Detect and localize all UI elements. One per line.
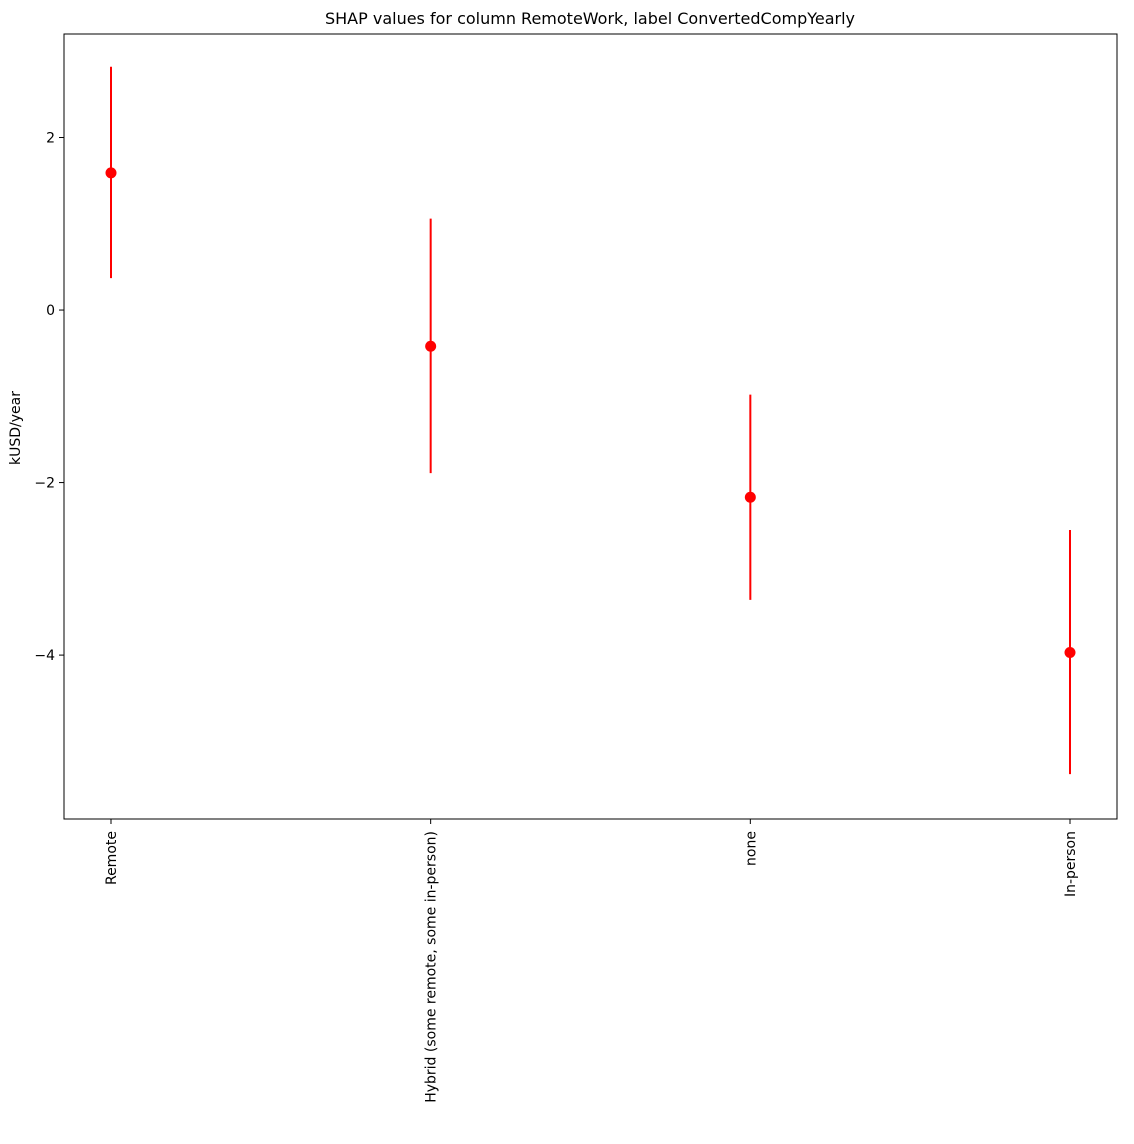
x-tick-label: Hybrid (some remote, some in-person) [424, 831, 440, 1103]
data-point [105, 167, 117, 179]
y-tick-label: −2 [34, 476, 55, 492]
y-axis-ticks: 2 0 −2 −4 [34, 131, 64, 664]
chart-title: SHAP values for column RemoteWork, label… [325, 9, 855, 28]
plot-frame [63, 33, 1118, 820]
y-axis-label: kUSD/year [8, 391, 24, 465]
data-point [744, 491, 756, 503]
data-point [1064, 647, 1076, 659]
x-tick-label: In-person [1063, 831, 1079, 897]
x-axis-ticks: Remote Hybrid (some remote, some in-perso… [104, 819, 1079, 1103]
data-marks [105, 66, 1076, 775]
data-point [425, 340, 437, 352]
y-tick-label: 2 [46, 131, 55, 147]
y-tick-label: 0 [46, 303, 55, 319]
x-tick-label: none [743, 831, 759, 866]
x-tick-label: Remote [104, 831, 120, 885]
y-tick-label: −4 [34, 648, 55, 664]
